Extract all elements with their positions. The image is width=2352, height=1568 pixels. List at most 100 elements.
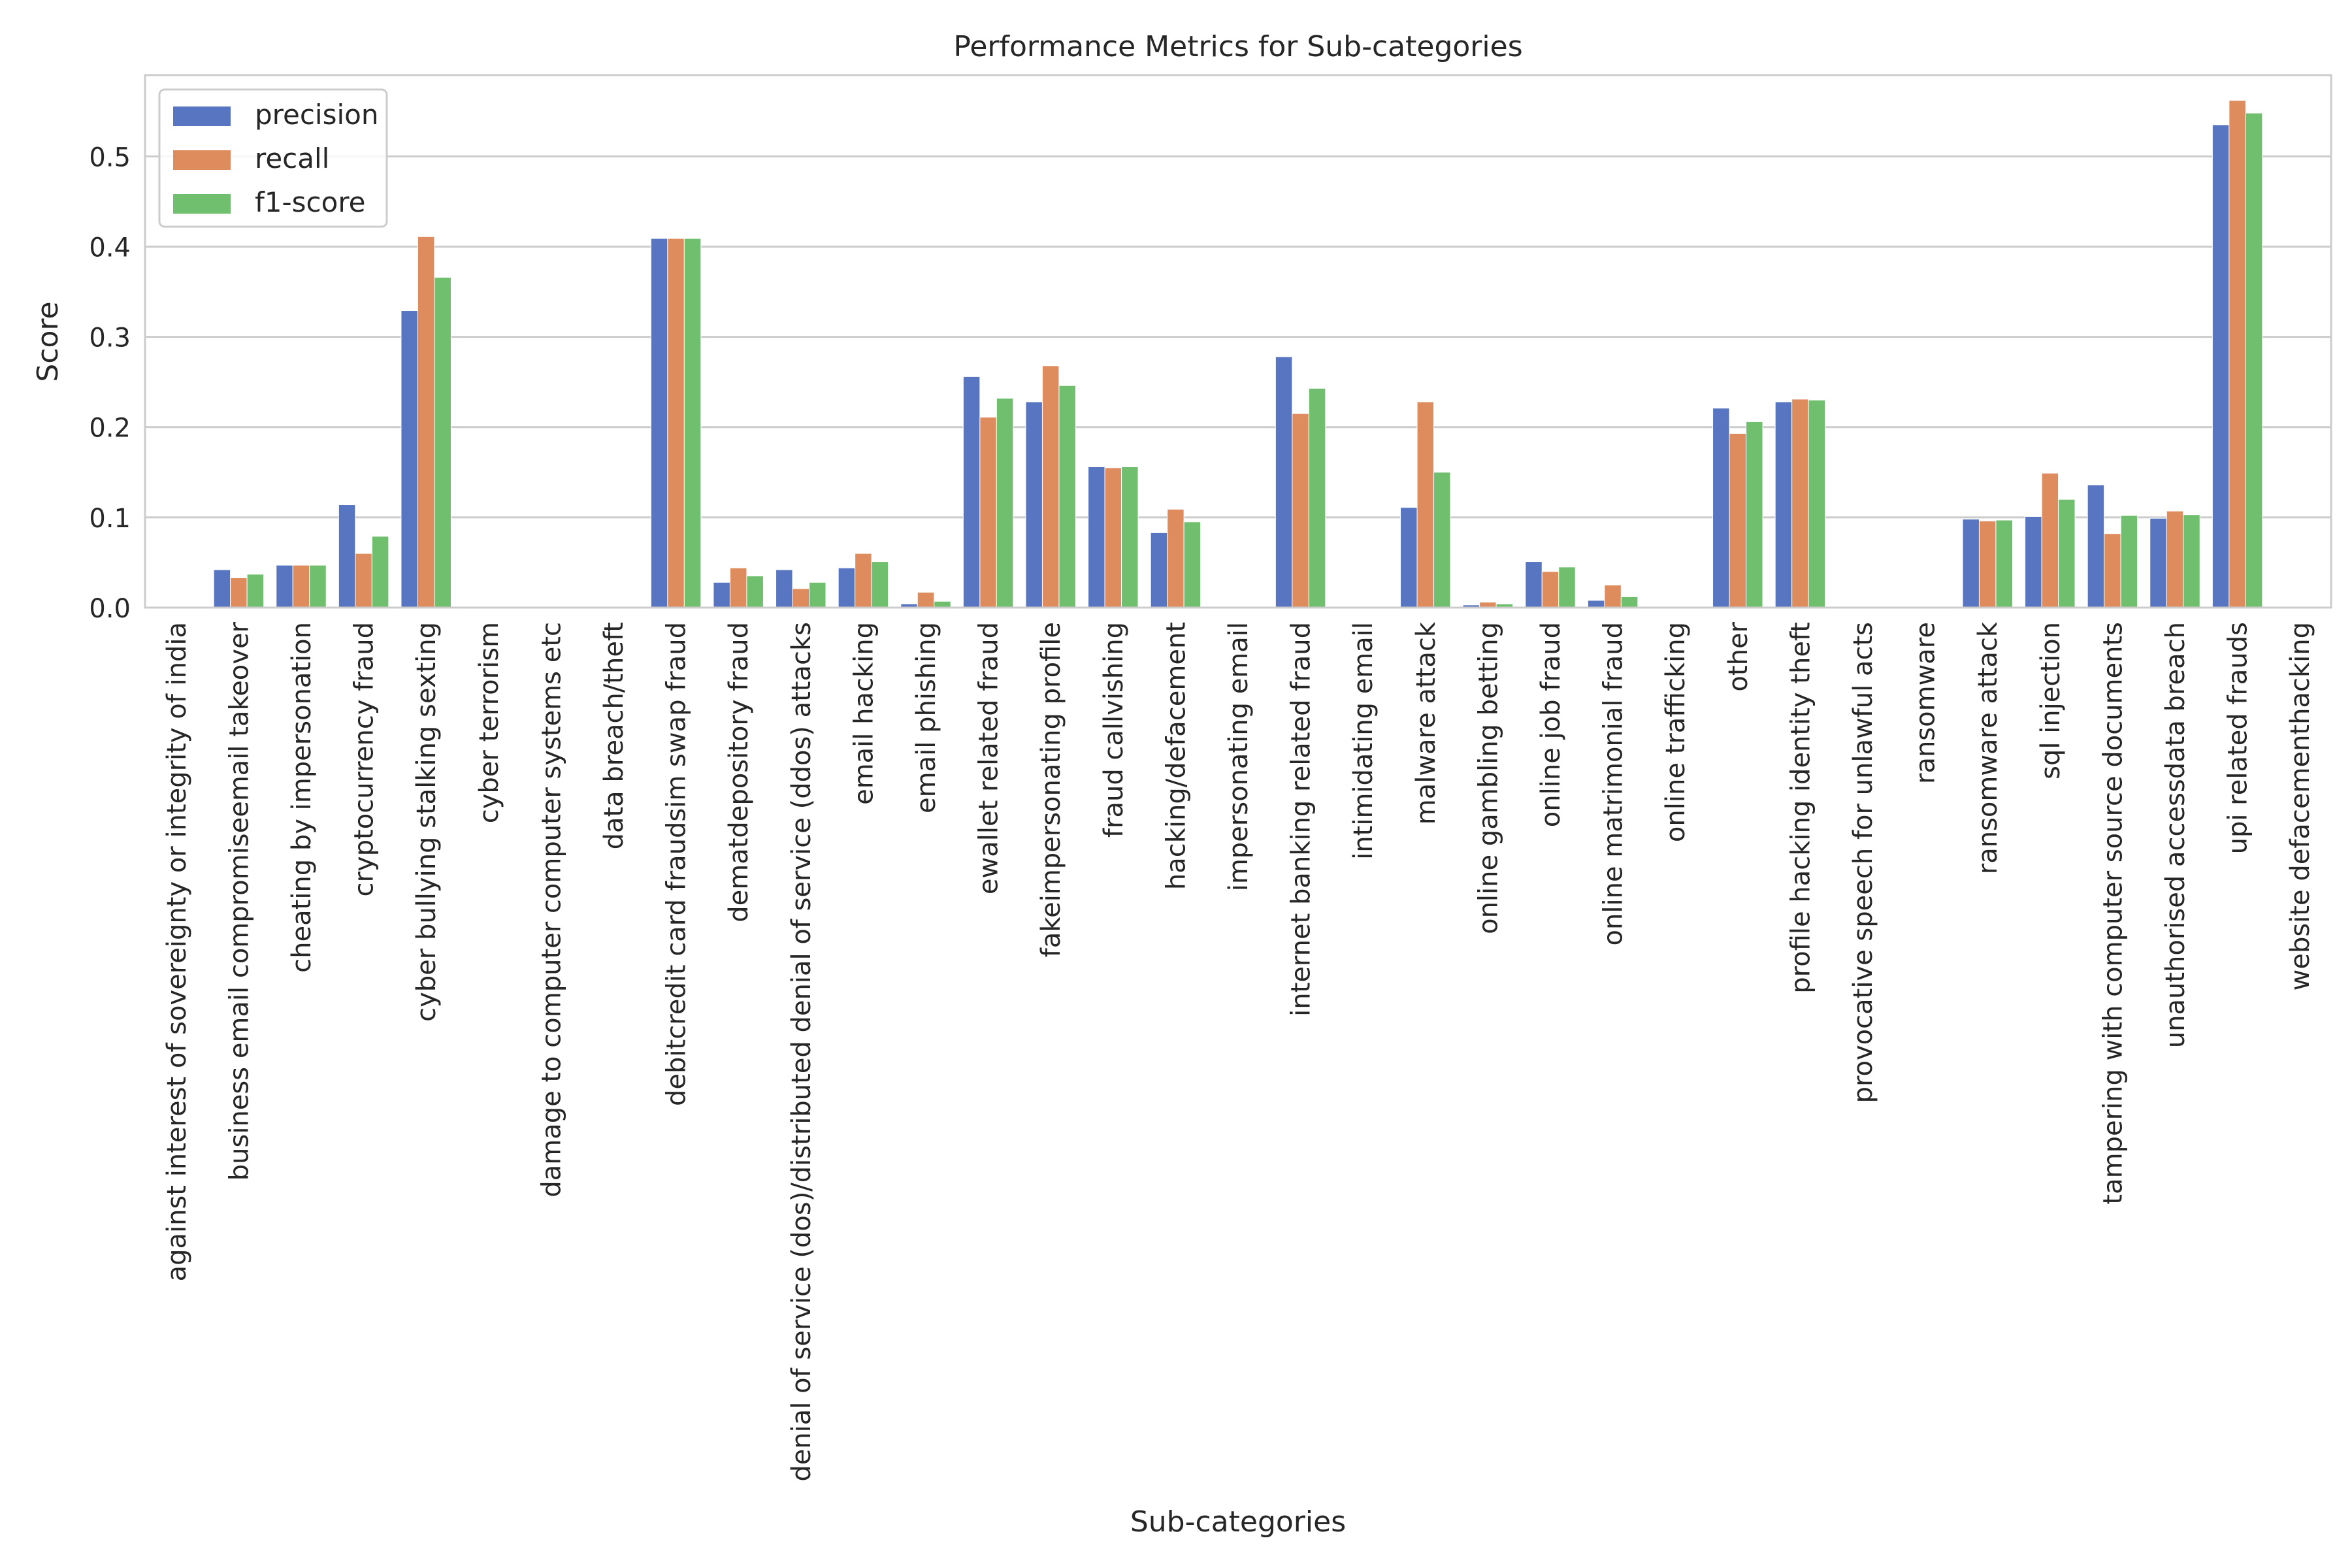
legend-swatch-precision [173, 106, 231, 126]
x-tick-label: online trafficking [1661, 622, 1691, 842]
bar-precision [2025, 515, 2042, 608]
bar-f1-score [1058, 385, 1076, 608]
bar-f1-score [2183, 514, 2200, 608]
x-tick-label: fraud callvishing [1099, 622, 1129, 838]
x-tick-label: ransomware attack [1973, 621, 2003, 874]
bar-f1-score [2120, 515, 2138, 608]
x-tick-label: email hacking [849, 622, 879, 805]
bar-precision [2212, 124, 2230, 608]
bar-precision [1088, 466, 1105, 608]
bar-recall [1041, 365, 1060, 608]
x-tick-label: cryptocurrency fraud [350, 622, 380, 896]
bar-f1-score [1183, 521, 1201, 608]
bar-precision [838, 567, 856, 608]
bar-recall [1604, 584, 1622, 608]
bar-precision [1712, 408, 1730, 608]
y-tick-label: 0.1 [89, 504, 131, 534]
bar-f1-score [434, 276, 451, 608]
x-tick-label: cheating by impersonation [287, 622, 317, 973]
x-tick-label: internet banking related fraud [1286, 622, 1316, 1017]
legend-label-precision: precision [255, 99, 378, 131]
bar-f1-score [1808, 399, 1826, 608]
x-tick-label: sql injection [2036, 622, 2066, 779]
bar-precision [1275, 356, 1293, 608]
bar-precision [338, 504, 356, 608]
x-tick-label: debitcredit card fraudsim swap fraud [662, 622, 692, 1106]
bar-recall [979, 417, 997, 608]
bar-precision [1150, 532, 1168, 608]
bar-recall [2229, 100, 2246, 608]
legend-label-f1-score: f1-score [255, 186, 366, 218]
bar-precision [713, 581, 730, 608]
x-tick-label: online gambling betting [1473, 622, 1503, 934]
bar-precision [1025, 401, 1043, 608]
bar-recall [1167, 508, 1184, 608]
x-tick-label: other [1723, 621, 1754, 691]
bar-recall [292, 564, 310, 608]
x-tick-label: impersonating email [1224, 622, 1254, 891]
x-tick-label: denial of service (dos)/distributed deni… [787, 622, 817, 1482]
bar-recall [1104, 467, 1122, 608]
x-tick-label: provocative speech for unlawful acts [1848, 622, 1878, 1103]
x-tick-label: cyber bullying stalking sexting [412, 622, 442, 1022]
bar-f1-score [2058, 498, 2076, 608]
y-tick-label: 0.2 [89, 414, 131, 444]
bars [213, 100, 2263, 608]
bar-recall [417, 236, 435, 608]
bar-f1-score [371, 536, 389, 608]
plot-frame [144, 74, 2332, 609]
x-axis-label: Sub-categories [1130, 1505, 1346, 1539]
bar-recall [1978, 520, 1997, 608]
x-tick-label: profile hacking identity theft [1786, 622, 1816, 994]
bar-f1-score [1746, 421, 1763, 608]
bar-precision [1400, 507, 1418, 608]
bar-recall [667, 238, 685, 608]
chart-title: Performance Metrics for Sub-categories [953, 30, 1522, 63]
bar-recall [1729, 433, 1747, 608]
x-tick-label: damage to computer computer systems etc [536, 622, 566, 1198]
y-tick-label: 0.0 [89, 594, 131, 624]
legend-swatch-recall [173, 150, 231, 170]
bar-f1-score [309, 564, 327, 608]
bar-recall [2041, 472, 2059, 608]
x-tick-label: data breach/theft [599, 622, 629, 849]
bar-recall [230, 577, 248, 608]
x-tick-label: tampering with computer source documents [2098, 622, 2128, 1205]
x-tick-label: cyber terrorism [474, 622, 504, 823]
bar-recall [1791, 399, 1809, 608]
x-tick-label: fakeimpersonating profile [1036, 622, 1066, 957]
x-tick-label: online matrimonial fraud [1599, 622, 1629, 945]
y-tick-labels: 0.0 0.1 0.2 0.3 0.4 0.5 [89, 142, 131, 624]
bar-f1-score [1995, 519, 2013, 608]
x-tick-label: email phishing [911, 622, 941, 813]
bar-precision [1962, 519, 1980, 608]
bar-f1-score [1620, 596, 1639, 608]
x-tick-label: ransomware [1911, 622, 1941, 784]
x-tick-label: ewallet related fraud [974, 622, 1004, 894]
legend-label-recall: recall [255, 142, 329, 174]
bar-f1-score [746, 576, 764, 608]
x-tick-label: unauthorised accessdata breach [2161, 622, 2191, 1048]
bar-recall [2104, 533, 2121, 608]
bar-precision [962, 376, 981, 608]
y-tick-label: 0.4 [89, 233, 131, 263]
x-tick-label: dematdepository fraud [724, 622, 754, 923]
bar-recall [855, 553, 872, 608]
bar-recall [917, 592, 935, 608]
bar-f1-score [2245, 112, 2263, 608]
bar-f1-score [1433, 472, 1451, 608]
x-tick-label: website defacementhacking [2285, 622, 2315, 990]
bar-precision [1587, 600, 1605, 608]
x-tick-labels: against interest of sovereignty or integ… [162, 621, 2315, 1482]
bar-f1-score [683, 238, 702, 608]
bar-recall [355, 553, 372, 608]
bar-recall [792, 588, 810, 608]
x-tick-label: business email compromiseemail takeover [224, 621, 254, 1181]
bar-precision [2087, 484, 2105, 608]
bar-f1-score [1121, 466, 1139, 608]
bar-f1-score [871, 561, 889, 608]
bar-precision [1774, 401, 1793, 608]
y-axis-label: Score [31, 301, 65, 382]
